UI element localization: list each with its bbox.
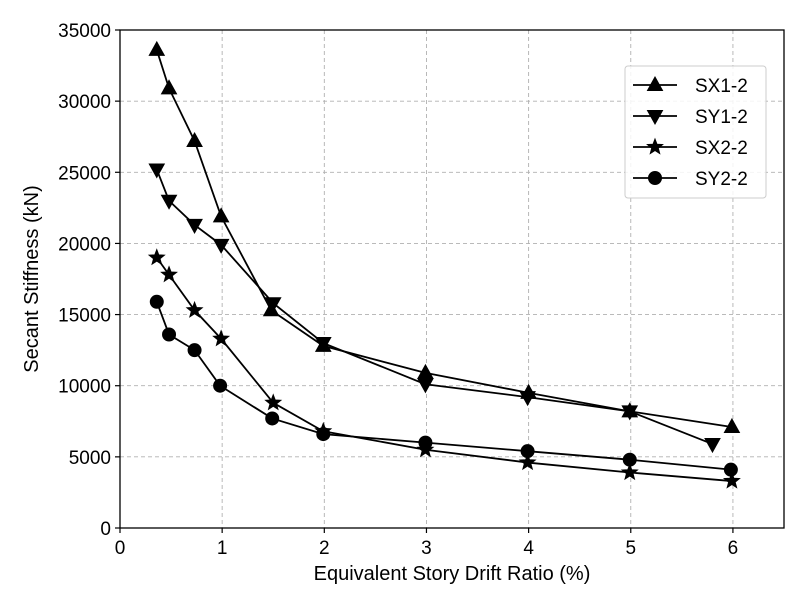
x-tick-label: 4 [523, 538, 534, 559]
y-tick-label: 5000 [69, 448, 111, 469]
y-axis-label: Secant Stiffness (kN) [21, 185, 43, 372]
series-sy2-2 [149, 294, 738, 477]
x-tick-label: 5 [625, 538, 636, 559]
series-line [156, 257, 732, 482]
data-point [417, 378, 434, 394]
x-tick-label: 0 [115, 538, 126, 559]
legend-marker [648, 171, 662, 185]
x-tick-label: 6 [728, 538, 739, 559]
series-line [155, 169, 713, 445]
data-point [264, 393, 283, 411]
legend-item: SX2-2 [633, 137, 748, 159]
y-tick-label: 10000 [58, 377, 111, 398]
y-tick-label: 20000 [58, 234, 111, 255]
legend-label: SY2-2 [695, 169, 748, 190]
x-axis-label: Equivalent Story Drift Ratio (%) [314, 563, 591, 585]
data-point [186, 131, 203, 147]
data-point [148, 40, 166, 56]
data-point [149, 294, 164, 309]
data-point [418, 435, 433, 450]
data-point [264, 297, 282, 313]
data-point [147, 248, 166, 266]
data-point [316, 427, 331, 442]
data-point [723, 417, 741, 433]
plot-frame [119, 29, 785, 529]
data-point [162, 327, 177, 342]
data-point [148, 163, 166, 179]
data-point [723, 462, 738, 477]
data-point [620, 463, 639, 481]
legend-box [624, 65, 767, 199]
x-tick-label: 1 [217, 538, 228, 559]
legend-label: SY1-2 [695, 107, 748, 128]
legend: SX1-2 SY1-2 SX2-2 SY2-2 [624, 65, 767, 199]
data-point [186, 218, 203, 234]
data-point [622, 452, 637, 467]
series-layer [147, 40, 741, 489]
data-point [519, 391, 536, 407]
series-line [155, 49, 733, 428]
ticks: 0 1 2 3 4 5 6 0 5000 10000 15000 20000 25000 30000 350… [58, 21, 738, 559]
data-point [212, 238, 230, 254]
data-point [160, 79, 178, 95]
y-tick-label: 30000 [58, 92, 111, 113]
data-point [212, 329, 231, 347]
series-line [155, 301, 731, 471]
data-point [212, 207, 230, 223]
series-sy1-2 [148, 163, 721, 454]
data-point [704, 438, 721, 454]
legend-label: SX2-2 [695, 138, 748, 159]
data-point [520, 444, 535, 459]
series-sx2-2 [147, 248, 741, 489]
legend-marker [646, 137, 664, 155]
data-point [621, 405, 639, 421]
data-point [213, 378, 228, 393]
legend-marker [646, 110, 664, 126]
data-point [160, 194, 178, 210]
legend-item: SY1-2 [633, 107, 748, 128]
legend-marker [646, 75, 664, 91]
data-point [314, 337, 332, 353]
legend-label: SX1-2 [695, 76, 748, 97]
data-point [722, 471, 741, 489]
y-tick-label: 25000 [58, 163, 111, 184]
x-tick-label: 2 [319, 538, 330, 559]
x-tick-label: 3 [421, 538, 432, 559]
data-point [187, 343, 202, 358]
y-tick-label: 15000 [58, 306, 111, 327]
data-point [160, 265, 178, 283]
y-tick-label: 0 [100, 519, 111, 540]
data-point [518, 453, 537, 471]
legend-item: SY2-2 [633, 169, 748, 190]
data-point [185, 300, 204, 318]
data-point [265, 411, 280, 426]
y-tick-label: 35000 [58, 21, 111, 42]
legend-item: SX1-2 [633, 75, 748, 97]
